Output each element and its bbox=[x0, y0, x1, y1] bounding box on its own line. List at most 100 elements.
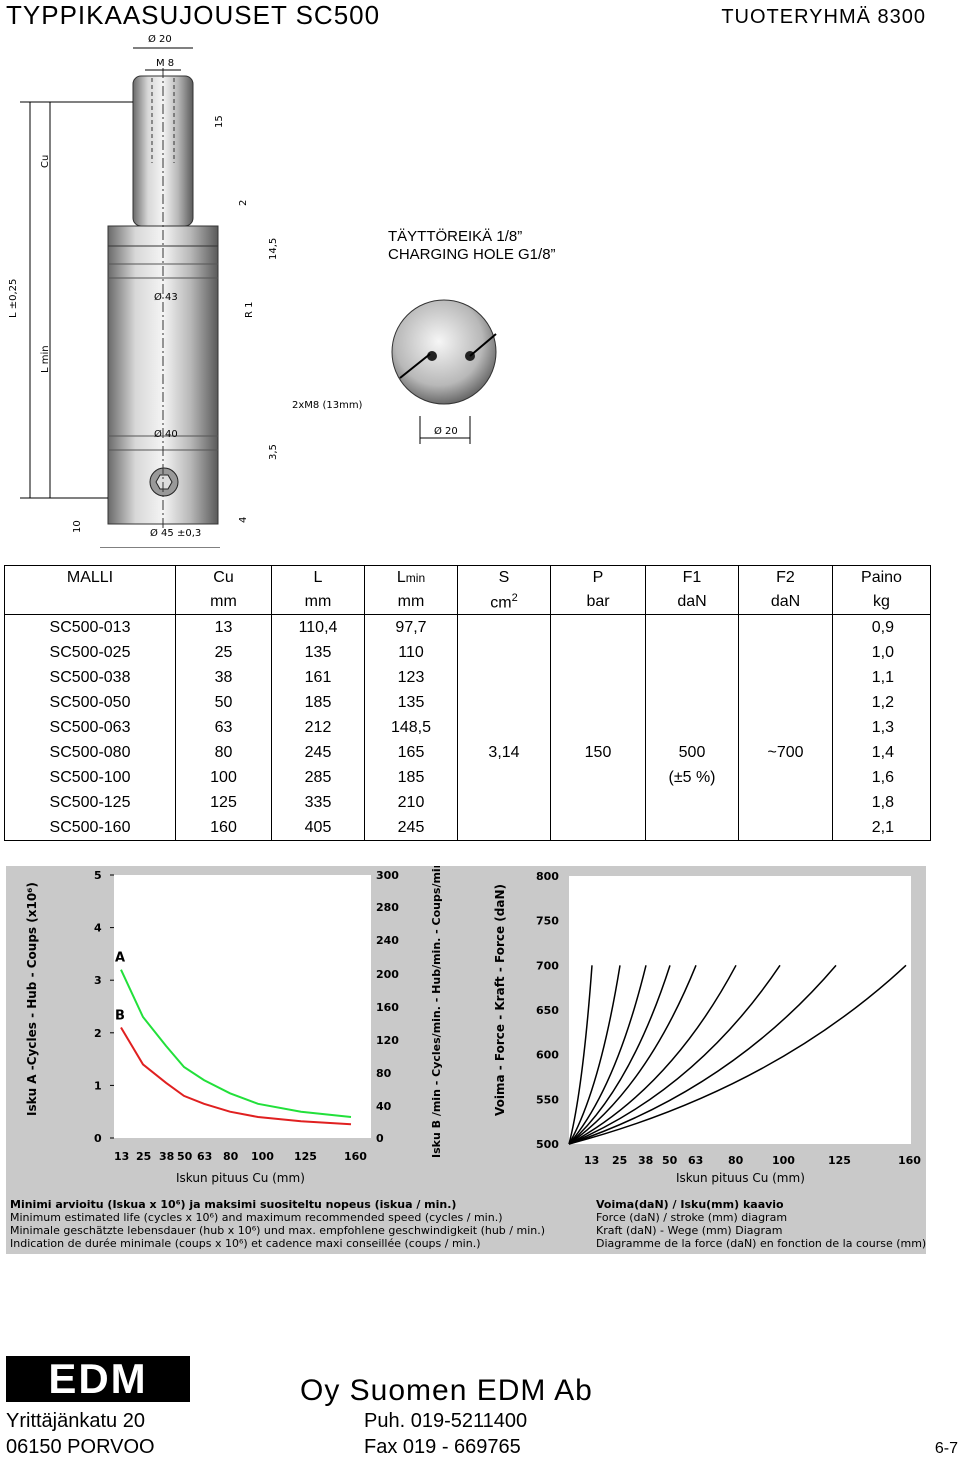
table-cell bbox=[738, 815, 833, 841]
table-cell: 123 bbox=[364, 665, 458, 690]
right-y-tick: 200 bbox=[376, 968, 399, 981]
table-cell: 500 bbox=[645, 740, 739, 765]
caption-left: Minimum estimated life (cycles x 10⁶) an… bbox=[10, 1211, 503, 1224]
table-cell bbox=[550, 614, 646, 640]
table-row: SC500-013 13 110,4 97,7 0,9 bbox=[4, 614, 931, 640]
table-cell bbox=[738, 765, 833, 790]
table-cell: 1,2 bbox=[832, 690, 931, 715]
table-cell: 245 bbox=[271, 740, 365, 765]
force-x-tick: 50 bbox=[662, 1154, 678, 1167]
table-cell bbox=[550, 715, 646, 740]
left-y-tick: 4 bbox=[94, 922, 102, 935]
series-line-A bbox=[120, 969, 352, 1118]
table-cell: 1,6 bbox=[832, 765, 931, 790]
col-header: P bbox=[550, 565, 646, 590]
right-y-tick: 40 bbox=[376, 1100, 392, 1113]
edm-logo: EDM bbox=[6, 1356, 190, 1402]
left-x-tick: 50 bbox=[177, 1150, 193, 1163]
table-cell bbox=[457, 690, 551, 715]
address-street: Yrittäjänkatu 20 bbox=[6, 1410, 145, 1432]
unit-cell: kg bbox=[832, 590, 931, 615]
left-x-tick: 100 bbox=[251, 1150, 274, 1163]
unit-cell: cm2 bbox=[457, 590, 551, 615]
table-units-row: mm mm mm cm2 bar daN daN kg bbox=[4, 590, 931, 615]
table-cell bbox=[645, 614, 739, 640]
force-curve-50 bbox=[568, 965, 671, 1145]
page-title: TYPPIKAASUJOUSET SC500 bbox=[6, 0, 381, 30]
table-cell: 110,4 bbox=[271, 614, 365, 640]
table-row: SC500-125 125 335 210 1,8 bbox=[4, 790, 931, 815]
col-header: Paino bbox=[832, 565, 931, 590]
caption-left: Minimi arvioitu (Iskua x 10⁶) ja maksimi… bbox=[10, 1198, 456, 1211]
table-cell bbox=[738, 715, 833, 740]
table-row: SC500-100 100 285 185 (±5 %) 1,6 bbox=[4, 765, 931, 790]
unit-cell: daN bbox=[738, 590, 833, 615]
table-cell: (±5 %) bbox=[645, 765, 739, 790]
company-name: Oy Suomen EDM Ab bbox=[300, 1374, 593, 1407]
force-x-tick: 80 bbox=[728, 1154, 744, 1167]
dim-2xm8: 2xM8 (13mm) bbox=[292, 400, 363, 411]
force-y-tick: 800 bbox=[536, 870, 559, 883]
right-y-tick: 80 bbox=[376, 1067, 392, 1080]
left-x-tick: 63 bbox=[197, 1150, 212, 1163]
force-y-tick: 700 bbox=[536, 959, 559, 972]
dim-d43: Ø 43 bbox=[154, 291, 178, 303]
force-curve-25 bbox=[568, 965, 621, 1145]
caption-right: Force (daN) / stroke (mm) diagram bbox=[596, 1211, 787, 1224]
table-cell bbox=[738, 614, 833, 640]
force-curve-13 bbox=[568, 965, 593, 1145]
dim-d40: Ø 40 bbox=[154, 428, 178, 440]
caption-left: Indication de durée minimale (coups x 10… bbox=[10, 1237, 481, 1250]
table-cell: ~700 bbox=[738, 740, 833, 765]
table-cell: 405 bbox=[271, 815, 365, 841]
right-y-tick: 160 bbox=[376, 1001, 399, 1014]
caption-right: Kraft (daN) - Wege (mm) Diagram bbox=[596, 1224, 782, 1237]
table-cell bbox=[738, 690, 833, 715]
right-y-tick: 280 bbox=[376, 901, 399, 914]
dim-3-5: 3,5 bbox=[268, 444, 279, 460]
address-city: 06150 PORVOO bbox=[6, 1436, 155, 1458]
table-cell: 245 bbox=[364, 815, 458, 841]
table-cell bbox=[550, 765, 646, 790]
unit-cell: mm bbox=[364, 590, 458, 615]
left-y-tick: 2 bbox=[94, 1027, 102, 1040]
dim-15: 15 bbox=[214, 115, 225, 128]
table-row: SC500-080 80 245 165 3,14 150 500 ~700 1,4 bbox=[4, 740, 931, 765]
unit-cell bbox=[4, 590, 176, 615]
table-cell: 50 bbox=[175, 690, 272, 715]
table-cell: 110 bbox=[364, 640, 458, 665]
left-plot-area bbox=[114, 875, 371, 1138]
table-cell bbox=[550, 640, 646, 665]
table-cell: 135 bbox=[271, 640, 365, 665]
caption-left: Minimale geschätzte lebensdauer (hub x 1… bbox=[10, 1224, 545, 1237]
table-cell: 1,1 bbox=[832, 665, 931, 690]
table-cell: 160 bbox=[175, 815, 272, 841]
table-cell: 185 bbox=[364, 765, 458, 790]
table-cell: 335 bbox=[271, 790, 365, 815]
left-y-tick: 5 bbox=[94, 869, 102, 882]
dim-l: L ±0,25 bbox=[8, 279, 19, 318]
force-x-tick: 13 bbox=[584, 1154, 599, 1167]
table-cell: 0,9 bbox=[832, 614, 931, 640]
col-header: Cu bbox=[175, 565, 272, 590]
col-header: F2 bbox=[738, 565, 833, 590]
force-y-tick: 550 bbox=[536, 1093, 559, 1106]
table-cell: SC500-025 bbox=[4, 640, 176, 665]
force-x-tick: 125 bbox=[828, 1154, 851, 1167]
table-cell: 80 bbox=[175, 740, 272, 765]
table-row: SC500-063 63 212 148,5 1,3 bbox=[4, 715, 931, 740]
table-cell bbox=[645, 815, 739, 841]
table-cell bbox=[457, 665, 551, 690]
left-x-tick: 25 bbox=[136, 1150, 151, 1163]
left-y-tick: 3 bbox=[94, 974, 102, 987]
dim-d45: Ø 45 ±0,3 bbox=[150, 527, 201, 539]
table-cell bbox=[550, 690, 646, 715]
table-cell: 150 bbox=[550, 740, 646, 765]
table-cell: 285 bbox=[271, 765, 365, 790]
caption-right: Voima(daN) / Isku(mm) kaavio bbox=[596, 1198, 784, 1211]
table-cell bbox=[645, 640, 739, 665]
right-y-tick: 0 bbox=[376, 1132, 384, 1145]
charging-hole-label: TÄYTTÖREIKÄ 1/8” CHARGING HOLE G1/8” bbox=[388, 228, 556, 264]
table-cell bbox=[738, 640, 833, 665]
table-cell: 1,4 bbox=[832, 740, 931, 765]
